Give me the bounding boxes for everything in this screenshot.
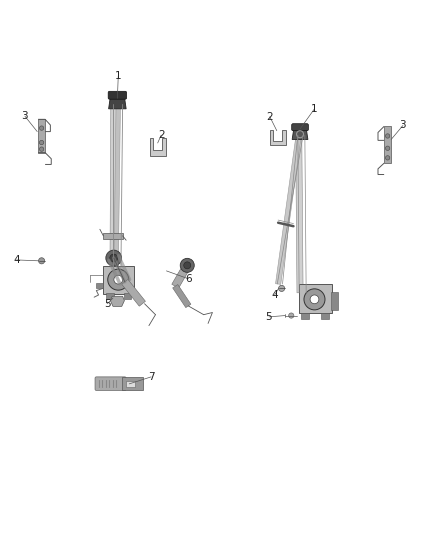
Circle shape <box>39 126 44 130</box>
Circle shape <box>385 156 390 160</box>
Bar <box>106 293 114 300</box>
Bar <box>321 313 329 319</box>
Polygon shape <box>270 130 286 145</box>
Text: 3: 3 <box>21 111 28 122</box>
Text: 5: 5 <box>104 298 111 309</box>
Polygon shape <box>110 296 124 306</box>
Text: 4: 4 <box>13 255 20 265</box>
Bar <box>38 119 45 152</box>
Bar <box>96 283 103 288</box>
Polygon shape <box>173 285 191 308</box>
Circle shape <box>304 289 325 310</box>
Circle shape <box>39 140 44 145</box>
Circle shape <box>108 269 129 290</box>
Text: 6: 6 <box>185 274 192 284</box>
Circle shape <box>289 313 294 318</box>
Text: 2: 2 <box>158 130 165 140</box>
FancyBboxPatch shape <box>108 91 127 99</box>
Text: 1: 1 <box>115 71 122 81</box>
Polygon shape <box>172 263 191 288</box>
Bar <box>126 381 135 386</box>
Circle shape <box>310 295 319 304</box>
Circle shape <box>110 254 118 262</box>
Circle shape <box>114 275 123 284</box>
Circle shape <box>39 258 45 264</box>
Text: 5: 5 <box>265 312 272 322</box>
Text: 4: 4 <box>271 290 278 300</box>
Polygon shape <box>114 104 120 272</box>
Circle shape <box>385 134 390 138</box>
Polygon shape <box>296 135 303 293</box>
Bar <box>331 292 338 310</box>
Text: 3: 3 <box>399 120 406 131</box>
Text: 7: 7 <box>148 372 155 382</box>
Text: 2: 2 <box>266 112 273 122</box>
Bar <box>301 313 309 319</box>
Bar <box>124 293 131 300</box>
FancyBboxPatch shape <box>299 285 332 313</box>
Polygon shape <box>276 135 301 285</box>
Polygon shape <box>122 279 145 306</box>
Polygon shape <box>292 128 308 140</box>
Circle shape <box>39 147 44 151</box>
Circle shape <box>106 250 122 266</box>
Circle shape <box>279 285 285 292</box>
Text: 1: 1 <box>311 104 318 114</box>
FancyBboxPatch shape <box>103 265 134 294</box>
FancyBboxPatch shape <box>292 124 308 131</box>
Circle shape <box>180 259 194 272</box>
Circle shape <box>385 146 390 150</box>
Bar <box>384 126 391 163</box>
Bar <box>122 377 143 390</box>
Polygon shape <box>150 138 166 156</box>
Polygon shape <box>110 104 119 272</box>
Polygon shape <box>103 233 123 239</box>
FancyBboxPatch shape <box>95 377 126 391</box>
Polygon shape <box>109 96 126 109</box>
Circle shape <box>184 262 191 269</box>
